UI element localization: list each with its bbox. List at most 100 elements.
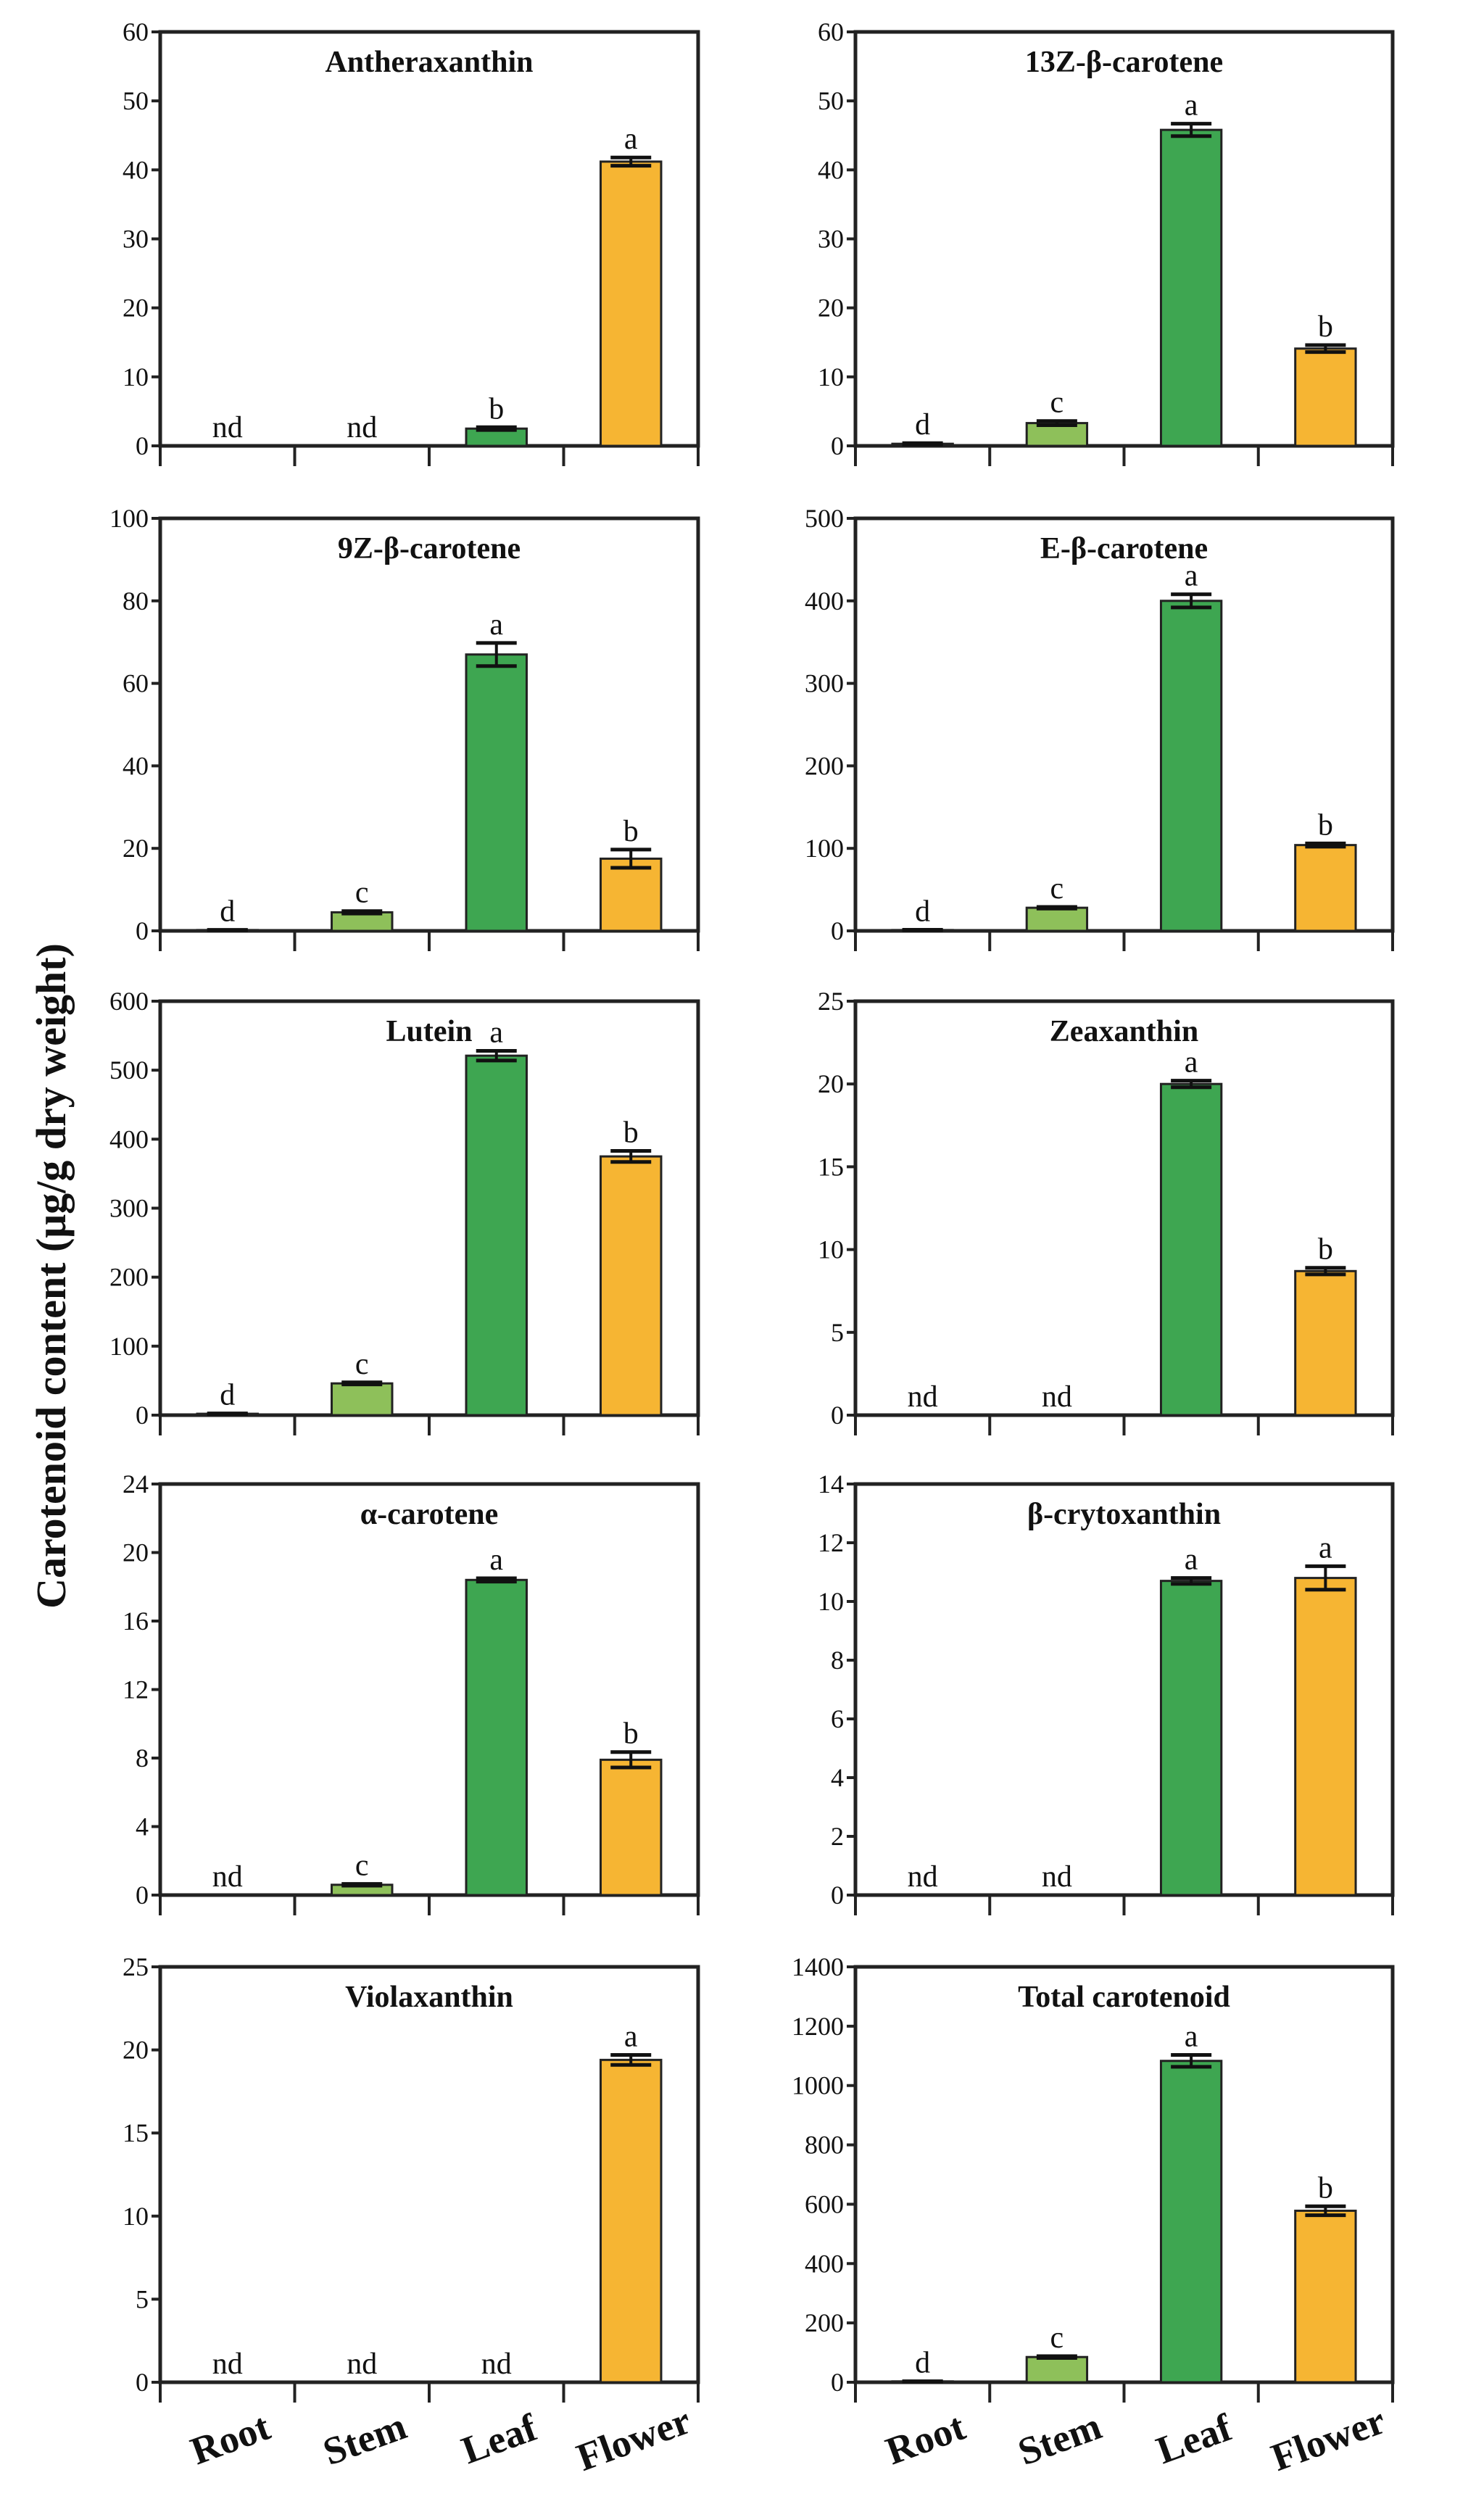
significance-letter: a: [624, 123, 638, 156]
panel-title: α-carotene: [360, 1498, 499, 1531]
significance-letter: b: [1318, 808, 1333, 842]
bar-flower: [1294, 844, 1357, 932]
y-tick-label: 14: [818, 1470, 844, 1499]
significance-letter: c: [355, 1348, 369, 1381]
significance-letter: a: [489, 1543, 503, 1577]
y-tick-label: 1000: [792, 2071, 844, 2100]
bar-leaf: [465, 653, 528, 932]
y-tick-label: 20: [123, 1538, 149, 1567]
y-tick-label: 40: [818, 155, 844, 184]
x-label-stem: Stem: [1013, 2404, 1107, 2474]
significance-letter: nd: [347, 411, 377, 444]
y-tick-label: 6: [831, 1704, 844, 1733]
bar-stem: [331, 1382, 394, 1417]
bar-leaf: [465, 1054, 528, 1417]
bar-flower: [1294, 1577, 1357, 1897]
significance-letter: b: [489, 392, 504, 426]
significance-letter: nd: [481, 2347, 512, 2381]
y-tick-label: 20: [818, 1069, 844, 1098]
panel-zeaxanthin: 0 5 10 15 20 25 Zeaxanthin nd nd a b: [818, 987, 1395, 1435]
x-label-flower: Flower: [1266, 2398, 1391, 2479]
panel-title: Lutein: [386, 1015, 472, 1048]
y-tick-label: 400: [805, 2249, 844, 2278]
y-tick-label: 10: [818, 362, 844, 391]
y-tick-label: 600: [109, 987, 149, 1016]
panel--carotene: 0 4 8 12 16 20 24 α-carotene nd c a b: [123, 1470, 700, 1915]
significance-letter: a: [489, 1016, 503, 1050]
significance-letter: a: [1319, 1531, 1332, 1564]
y-tick-label: 15: [818, 1152, 844, 1181]
bar-leaf: [1159, 2060, 1223, 2384]
bar-flower: [600, 160, 663, 447]
bar-leaf: [1159, 1082, 1223, 1417]
y-tick-label: 30: [123, 225, 149, 254]
y-tick-label: 0: [136, 2368, 149, 2397]
y-tick-label: 20: [123, 834, 149, 863]
x-label-leaf: Leaf: [1150, 2405, 1237, 2473]
y-tick-label: 80: [123, 587, 149, 616]
y-tick-label: 12: [818, 1528, 844, 1557]
x-label-root: Root: [880, 2405, 971, 2473]
y-tick-label: 200: [805, 751, 844, 780]
panel-e-carotene: 0 100 200 300 400 500 E-β-carotene d c a b: [805, 504, 1395, 951]
significance-letter: nd: [212, 2347, 243, 2381]
y-tick-label: 0: [831, 1401, 844, 1430]
significance-letter: c: [355, 876, 369, 910]
panel--crytoxanthin: 0 2 4 6 8 10 12 14 β-crytoxanthin nd nd a a: [818, 1470, 1395, 1915]
y-tick-label: 25: [818, 987, 844, 1016]
significance-letter: d: [915, 2347, 930, 2380]
bar-leaf: [1159, 600, 1223, 932]
bar-stem: [1025, 2355, 1089, 2384]
bar-leaf: [1159, 1580, 1223, 1897]
bar-flower: [1294, 2209, 1357, 2384]
significance-letter: a: [624, 2020, 638, 2053]
panel-antheraxanthin: 0 10 20 30 40 50 60 Antheraxanthin nd nd b a: [123, 17, 700, 466]
panel-title: Zeaxanthin: [1050, 1015, 1198, 1048]
significance-letter: a: [1185, 1046, 1198, 1079]
y-tick-label: 10: [123, 362, 149, 391]
y-tick-label: 60: [123, 669, 149, 698]
significance-letter: nd: [908, 1860, 938, 1894]
significance-letter: c: [1050, 872, 1064, 905]
y-tick-label: 0: [831, 431, 844, 460]
panel-title: 9Z-β-carotene: [338, 532, 521, 565]
y-tick-label: 1400: [792, 1952, 844, 1981]
panel-13z-carotene: 0 10 20 30 40 50 60 13Z-β-carotene d c a b: [818, 17, 1395, 466]
significance-letter: a: [1185, 89, 1198, 123]
y-tick-label: 2: [831, 1822, 844, 1851]
y-tick-label: 100: [109, 1332, 149, 1361]
significance-letter: d: [915, 408, 930, 442]
y-tick-label: 15: [123, 2118, 149, 2147]
y-tick-label: 24: [123, 1470, 149, 1499]
panel-title: β-crytoxanthin: [1027, 1498, 1221, 1531]
panel-violaxanthin: 0 5 10 15 20 25 Violaxanthin nd nd nd a Root Stem Lea…: [123, 1952, 700, 2479]
significance-letter: nd: [212, 1860, 243, 1894]
significance-letter: c: [1050, 2321, 1064, 2355]
y-tick-label: 0: [136, 1881, 149, 1910]
y-tick-label: 100: [109, 504, 149, 533]
y-tick-label: 40: [123, 751, 149, 780]
y-tick-label: 60: [818, 17, 844, 46]
y-tick-label: 8: [831, 1646, 844, 1675]
significance-letter: nd: [347, 2347, 377, 2381]
y-tick-label: 4: [831, 1763, 844, 1792]
y-tick-label: 50: [818, 86, 844, 115]
significance-letter: nd: [1042, 1380, 1072, 1414]
y-tick-label: 0: [831, 2368, 844, 2397]
y-tick-label: 0: [136, 1401, 149, 1430]
panel-title: E-β-carotene: [1040, 532, 1208, 565]
panel-9z-carotene: 0 20 40 60 80 100 9Z-β-carotene d c a b: [109, 504, 700, 951]
x-label-flower: Flower: [571, 2398, 697, 2479]
y-tick-label: 300: [805, 669, 844, 698]
y-tick-label: 12: [123, 1675, 149, 1704]
y-tick-label: 500: [805, 504, 844, 533]
bar-leaf: [1159, 128, 1223, 447]
y-tick-label: 10: [818, 1587, 844, 1616]
panel-title: Violaxanthin: [345, 1981, 513, 2014]
y-tick-label: 4: [136, 1812, 149, 1841]
bar-flower: [1294, 347, 1357, 447]
significance-letter: nd: [1042, 1860, 1072, 1894]
y-tick-label: 16: [123, 1607, 149, 1636]
y-tick-label: 400: [109, 1124, 149, 1153]
